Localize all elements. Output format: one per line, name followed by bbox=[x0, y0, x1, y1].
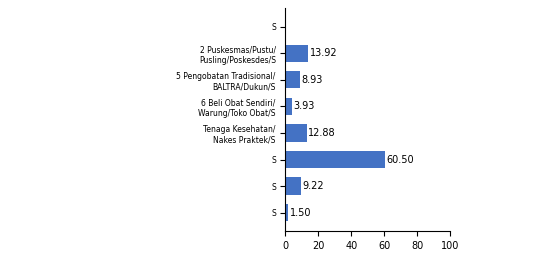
Bar bbox=[285, 71, 300, 88]
Text: 1.50: 1.50 bbox=[290, 208, 311, 218]
Bar bbox=[285, 151, 385, 168]
Text: 9.22: 9.22 bbox=[302, 181, 324, 191]
Text: 12.88: 12.88 bbox=[309, 128, 336, 138]
Text: 13.92: 13.92 bbox=[310, 48, 338, 58]
Bar bbox=[285, 178, 301, 195]
Bar bbox=[285, 204, 288, 221]
Text: 60.50: 60.50 bbox=[386, 155, 414, 165]
Text: 8.93: 8.93 bbox=[302, 75, 323, 85]
Bar bbox=[285, 124, 307, 141]
Text: 3.93: 3.93 bbox=[294, 101, 315, 112]
Bar bbox=[285, 98, 292, 115]
Bar bbox=[285, 45, 309, 62]
